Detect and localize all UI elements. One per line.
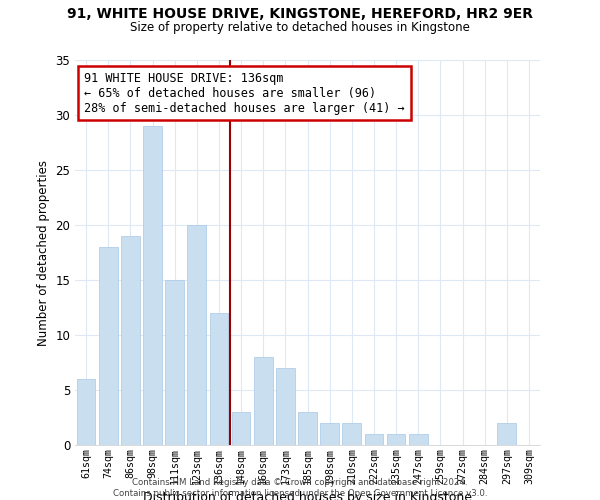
Text: Contains HM Land Registry data © Crown copyright and database right 2024.
Contai: Contains HM Land Registry data © Crown c… xyxy=(113,478,487,498)
Text: 91, WHITE HOUSE DRIVE, KINGSTONE, HEREFORD, HR2 9ER: 91, WHITE HOUSE DRIVE, KINGSTONE, HEREFO… xyxy=(67,8,533,22)
X-axis label: Distribution of detached houses by size in Kingstone: Distribution of detached houses by size … xyxy=(143,490,472,500)
Y-axis label: Number of detached properties: Number of detached properties xyxy=(37,160,50,346)
Bar xyxy=(143,126,162,445)
Text: Size of property relative to detached houses in Kingstone: Size of property relative to detached ho… xyxy=(130,21,470,34)
Bar xyxy=(276,368,295,445)
Bar xyxy=(165,280,184,445)
Bar xyxy=(187,225,206,445)
Bar xyxy=(365,434,383,445)
Bar xyxy=(298,412,317,445)
Bar xyxy=(209,313,229,445)
Bar xyxy=(99,247,118,445)
Text: 91 WHITE HOUSE DRIVE: 136sqm
← 65% of detached houses are smaller (96)
28% of se: 91 WHITE HOUSE DRIVE: 136sqm ← 65% of de… xyxy=(84,72,405,114)
Bar xyxy=(77,379,95,445)
Bar xyxy=(320,423,339,445)
Bar xyxy=(386,434,406,445)
Bar xyxy=(343,423,361,445)
Bar xyxy=(232,412,250,445)
Bar xyxy=(121,236,140,445)
Bar xyxy=(409,434,428,445)
Bar xyxy=(254,357,272,445)
Bar xyxy=(497,423,516,445)
